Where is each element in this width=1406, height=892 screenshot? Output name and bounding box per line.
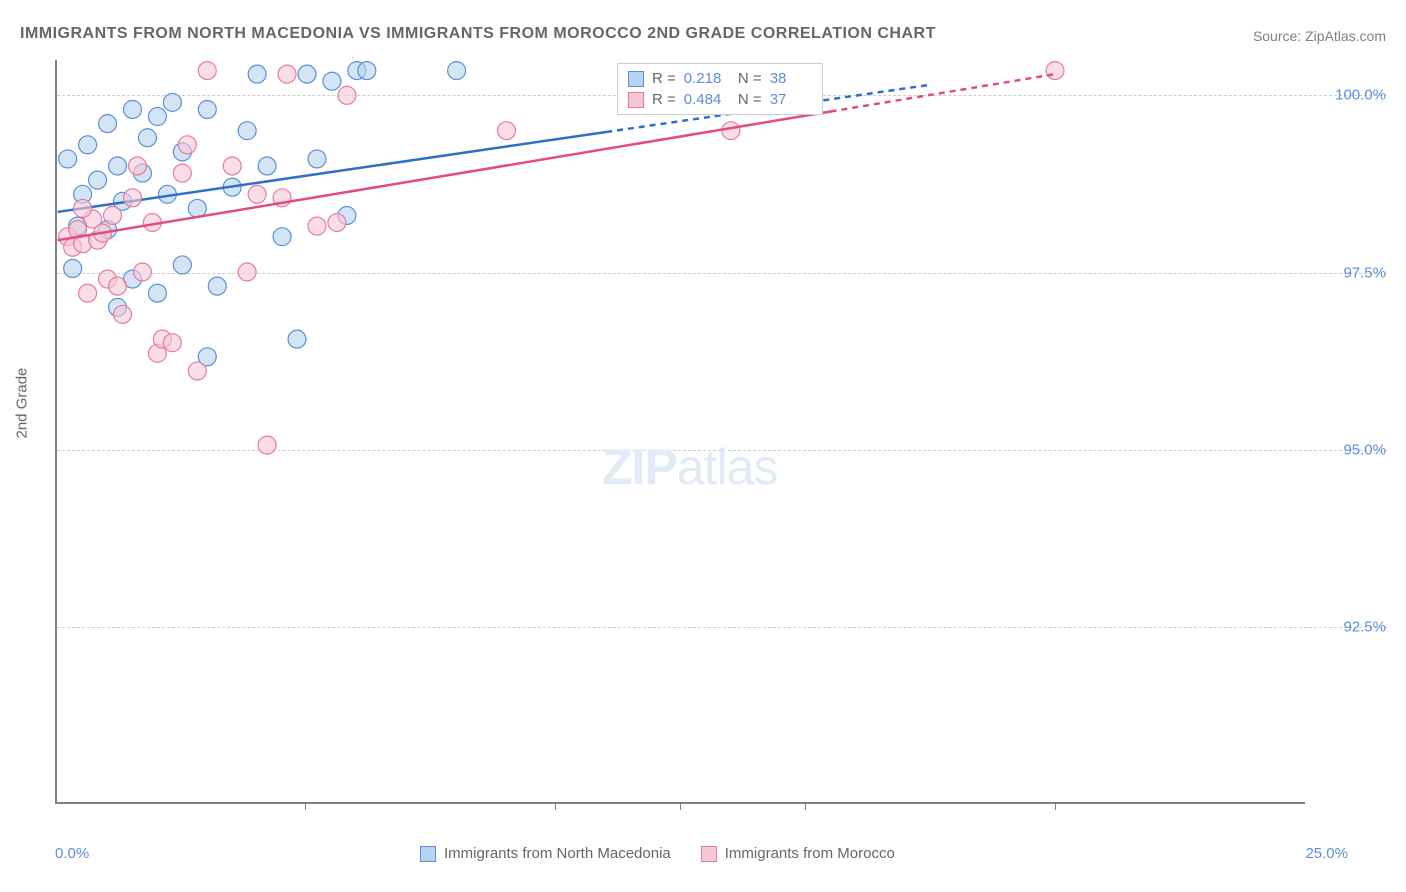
scatter-point — [79, 136, 97, 154]
scatter-point — [128, 157, 146, 175]
scatter-point — [89, 171, 107, 189]
y-tick-label: 95.0% — [1343, 441, 1386, 458]
scatter-point — [258, 436, 276, 454]
plot-svg — [57, 60, 1305, 802]
scatter-point — [173, 256, 191, 274]
scatter-point — [114, 305, 132, 323]
scatter-point — [138, 129, 156, 147]
scatter-point — [173, 164, 191, 182]
scatter-point — [148, 108, 166, 126]
scatter-point — [308, 150, 326, 168]
scatter-point — [133, 263, 151, 281]
scatter-point — [198, 100, 216, 118]
scatter-point — [104, 206, 122, 224]
source-text: Source: ZipAtlas.com — [1253, 28, 1386, 44]
y-axis-label: 2nd Grade — [14, 368, 31, 439]
scatter-point — [248, 185, 266, 203]
scatter-point — [358, 62, 376, 80]
scatter-point — [238, 263, 256, 281]
legend-item-0: Immigrants from North Macedonia — [420, 845, 671, 862]
x-tick-max: 25.0% — [1305, 845, 1348, 862]
scatter-point — [238, 122, 256, 140]
scatter-point — [448, 62, 466, 80]
scatter-point — [124, 189, 142, 207]
chart-container: IMMIGRANTS FROM NORTH MACEDONIA VS IMMIG… — [0, 0, 1406, 892]
scatter-point — [323, 72, 341, 90]
stats-swatch-0 — [628, 71, 644, 87]
scatter-point — [497, 122, 515, 140]
scatter-point — [248, 65, 266, 83]
scatter-point — [79, 284, 97, 302]
y-tick-label: 100.0% — [1335, 87, 1386, 104]
scatter-point — [109, 277, 127, 295]
scatter-point — [148, 284, 166, 302]
x-tick-min: 0.0% — [55, 845, 89, 862]
scatter-point — [64, 259, 82, 277]
x-tick-mark — [805, 802, 806, 810]
scatter-point — [124, 100, 142, 118]
x-tick-mark — [680, 802, 681, 810]
legend-swatch-1 — [701, 846, 717, 862]
scatter-point — [109, 157, 127, 175]
stats-row-1: R = 0.484 N = 37 — [628, 91, 812, 108]
scatter-point — [99, 115, 117, 133]
scatter-point — [198, 62, 216, 80]
stats-row-0: R = 0.218 N = 38 — [628, 70, 812, 87]
scatter-point — [298, 65, 316, 83]
scatter-point — [258, 157, 276, 175]
scatter-point — [288, 330, 306, 348]
scatter-point — [273, 228, 291, 246]
scatter-point — [163, 93, 181, 111]
x-tick-mark — [555, 802, 556, 810]
scatter-point — [74, 199, 92, 217]
stats-swatch-1 — [628, 92, 644, 108]
legend-swatch-0 — [420, 846, 436, 862]
bottom-legend: Immigrants from North Macedonia Immigran… — [420, 845, 895, 862]
y-tick-label: 97.5% — [1343, 264, 1386, 281]
legend-label-0: Immigrants from North Macedonia — [444, 845, 671, 862]
scatter-point — [188, 362, 206, 380]
chart-title: IMMIGRANTS FROM NORTH MACEDONIA VS IMMIG… — [20, 25, 936, 43]
scatter-point — [1046, 62, 1064, 80]
stats-box: R = 0.218 N = 38 R = 0.484 N = 37 — [617, 63, 823, 115]
scatter-point — [338, 86, 356, 104]
scatter-point — [163, 334, 181, 352]
plot-area: ZIPatlas R = 0.218 N = 38 R = 0.484 N = … — [55, 60, 1305, 804]
scatter-point — [308, 217, 326, 235]
scatter-point — [722, 122, 740, 140]
x-tick-mark — [1055, 802, 1056, 810]
scatter-point — [59, 150, 77, 168]
scatter-point — [208, 277, 226, 295]
scatter-point — [278, 65, 296, 83]
trend-line-dashed — [831, 74, 1055, 111]
scatter-point — [328, 214, 346, 232]
x-tick-mark — [305, 802, 306, 810]
y-tick-label: 92.5% — [1343, 618, 1386, 635]
scatter-point — [178, 136, 196, 154]
legend-item-1: Immigrants from Morocco — [701, 845, 895, 862]
scatter-point — [223, 157, 241, 175]
legend-label-1: Immigrants from Morocco — [725, 845, 895, 862]
